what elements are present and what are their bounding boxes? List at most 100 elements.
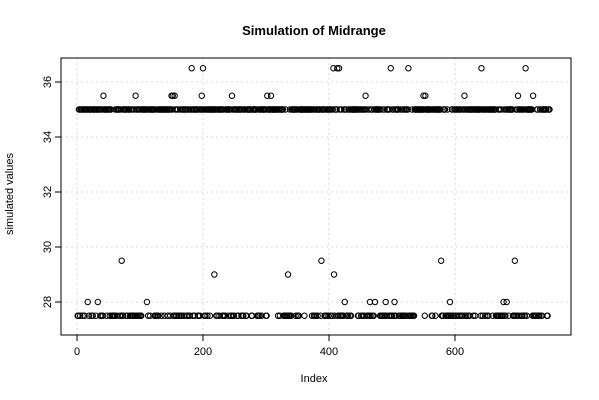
plot-frame <box>60 57 572 336</box>
y-tick-label: 32 <box>42 186 54 198</box>
y-tick-label: 28 <box>42 296 54 308</box>
data-point <box>519 312 526 319</box>
y-tick-label: 34 <box>42 131 54 143</box>
data-point <box>211 271 218 278</box>
data-point <box>314 312 321 319</box>
data-point <box>264 92 271 99</box>
axis-ticks: 0 200 400 600 28 30 32 34 36 <box>42 76 464 358</box>
data-point <box>118 257 125 264</box>
data-point <box>410 312 418 319</box>
data-point <box>228 92 236 99</box>
data-point <box>94 298 101 306</box>
data-point <box>485 312 492 319</box>
data-point <box>240 312 247 319</box>
data-point <box>330 271 338 278</box>
data-point <box>198 92 205 99</box>
data-point <box>292 312 299 319</box>
data-point <box>544 312 551 319</box>
data-point <box>199 65 207 72</box>
data-point <box>521 312 529 319</box>
data-point <box>138 312 145 319</box>
data-point <box>441 106 449 113</box>
data-point <box>158 312 165 319</box>
data-point <box>482 312 489 319</box>
data-point <box>391 298 398 306</box>
data-point <box>392 312 399 319</box>
data-point <box>500 298 507 306</box>
data-point <box>421 312 428 319</box>
data-point <box>420 92 427 99</box>
chart-title: Simulation of Midrange <box>242 23 386 38</box>
data-point <box>263 312 270 319</box>
data-point <box>143 298 151 306</box>
data-point <box>536 312 543 319</box>
data-point <box>267 92 275 99</box>
y-tick-label: 30 <box>42 241 54 253</box>
data-point <box>387 65 394 72</box>
data-point <box>99 312 107 319</box>
data-point <box>202 312 209 319</box>
data-point <box>522 65 529 72</box>
data-point <box>367 312 374 319</box>
data-point <box>370 312 377 319</box>
gridlines <box>61 58 571 335</box>
data-point <box>206 312 214 319</box>
data-point <box>429 312 436 319</box>
y-axis-label: simulated values <box>4 153 16 235</box>
data-point <box>284 271 292 278</box>
data-point <box>288 312 295 319</box>
data-point <box>76 312 84 319</box>
data-point <box>75 312 82 319</box>
data-point <box>119 312 127 319</box>
data-point <box>85 312 93 319</box>
data-point <box>461 92 468 99</box>
data-point <box>422 92 429 99</box>
data-point <box>511 257 519 264</box>
data-point <box>437 257 445 264</box>
x-tick-label: 0 <box>74 346 80 358</box>
data-point <box>388 312 396 319</box>
data-point <box>279 106 287 113</box>
data-point <box>333 65 341 72</box>
data-point <box>84 298 91 306</box>
data-point <box>230 312 238 319</box>
data-point <box>503 298 510 306</box>
data-point <box>344 312 352 319</box>
data-point <box>371 298 379 306</box>
data-point <box>405 65 412 72</box>
data-point <box>463 312 470 319</box>
data-point <box>347 312 355 319</box>
data-point <box>81 312 88 319</box>
data-point <box>301 312 308 319</box>
data-point <box>155 312 162 319</box>
data-point <box>89 312 96 319</box>
data-point <box>446 298 454 306</box>
data-point <box>188 65 195 72</box>
data-point <box>132 92 139 99</box>
data-point <box>477 312 485 319</box>
data-point <box>329 106 336 113</box>
data-point <box>470 312 477 319</box>
data-point <box>256 312 263 319</box>
data-point <box>204 312 211 319</box>
data-points <box>74 65 553 319</box>
data-point <box>335 65 343 72</box>
data-point <box>437 106 444 113</box>
data-point <box>79 312 86 319</box>
data-point <box>144 312 152 319</box>
y-tick-label: 36 <box>42 76 54 88</box>
data-point <box>502 312 509 319</box>
data-point <box>382 298 389 306</box>
x-tick-label: 400 <box>320 346 338 358</box>
data-point <box>100 92 107 99</box>
data-point <box>404 106 411 113</box>
data-point <box>341 298 348 306</box>
data-point <box>546 106 553 113</box>
data-point <box>478 65 485 72</box>
data-point <box>529 92 537 99</box>
data-point <box>377 106 384 113</box>
x-tick-label: 200 <box>194 346 212 358</box>
data-point <box>543 106 550 113</box>
data-point <box>362 92 369 99</box>
